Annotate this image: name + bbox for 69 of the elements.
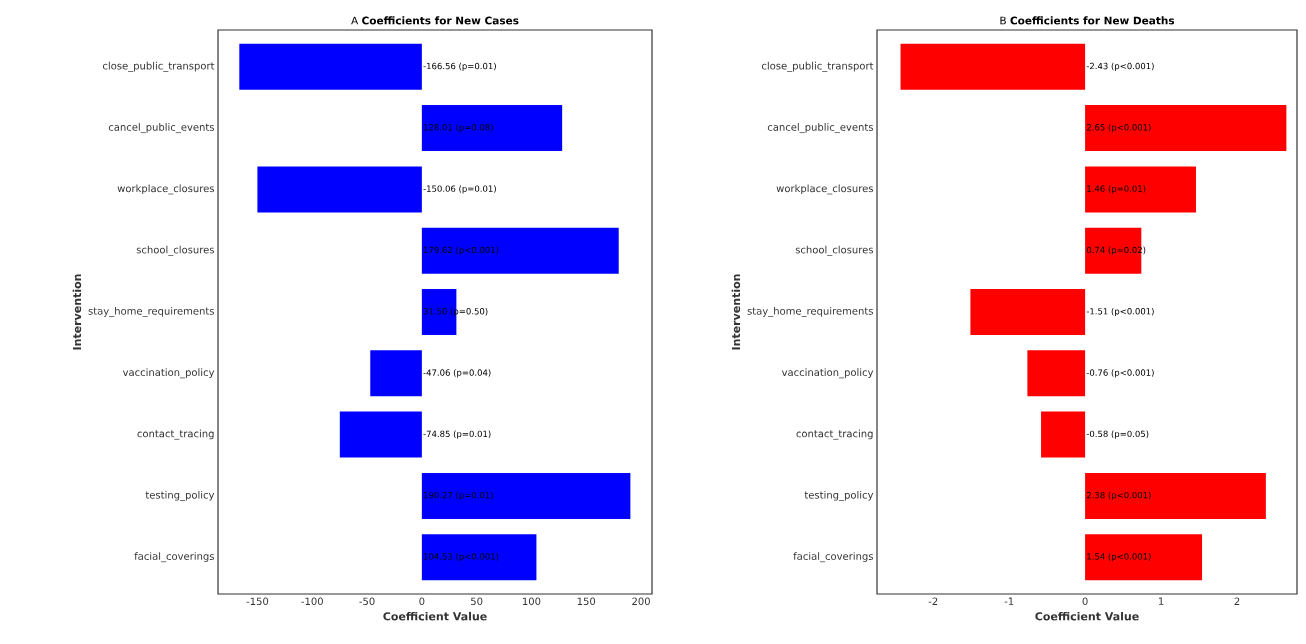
x-tick-label: 150 <box>577 597 596 606</box>
data-label: -166.56 (p=0.01) <box>423 62 496 71</box>
x-tick-label: -50 <box>359 597 375 606</box>
y-tick-label: workplace_closures <box>776 184 873 195</box>
bar <box>421 472 631 519</box>
chart-title: B Coefficients for New Deaths <box>1000 16 1175 25</box>
data-label: 179.62 (p<0.001) <box>424 246 499 255</box>
data-label: 2.38 (p<0.001) <box>1086 491 1151 501</box>
y-tick-label: vaccination_policy <box>781 368 874 379</box>
x-tick-label: 100 <box>523 597 541 606</box>
data-label: -1.51 (p<0.001) <box>1086 307 1154 317</box>
y-tick-label: close_public_transport <box>102 61 215 72</box>
y-tick-label: testing_policy <box>145 490 215 501</box>
bar <box>900 43 1086 90</box>
y-tick-label: vaccination_policy <box>122 368 215 379</box>
y-tick-label: stay_home_requirements <box>88 307 214 317</box>
y-tick-label: facial_coverings <box>134 552 214 563</box>
y-tick-label: close_public_transport <box>761 61 874 72</box>
data-label: 104.53 (p<0.001) <box>424 553 499 562</box>
bar <box>970 289 1086 335</box>
y-tick-label: school_closures <box>136 245 215 256</box>
y-tick-label: testing_policy <box>804 490 874 501</box>
data-label: 190.27 (p=0.01) <box>424 491 493 501</box>
x-tick-label: 200 <box>632 597 650 606</box>
data-label: -150.06 (p=0.01) <box>423 185 496 194</box>
bar <box>1085 534 1203 581</box>
bar <box>1085 166 1196 213</box>
bar <box>421 105 563 152</box>
y-axis-title: Intervention <box>72 274 82 350</box>
x-tick-label: 50 <box>471 597 483 606</box>
bar <box>1085 105 1287 152</box>
x-tick-label: -1 <box>1004 597 1014 605</box>
data-label: -2.43 (p<0.001) <box>1086 62 1154 71</box>
bar <box>257 166 422 213</box>
bar <box>421 534 537 581</box>
bar <box>421 227 619 274</box>
bar <box>339 411 422 458</box>
bar <box>370 350 422 397</box>
bar <box>1085 472 1266 519</box>
x-tick-label: 1 <box>1158 597 1164 605</box>
y-tick-label: contact_tracing <box>796 429 873 440</box>
x-tick-label: 0 <box>1082 597 1088 606</box>
data-label: -0.58 (p=0.05) <box>1086 430 1149 439</box>
y-tick-label: school_closures <box>795 245 874 256</box>
data-label: 2.65 (p<0.001) <box>1086 123 1151 133</box>
x-axis-title: Coefficient Value <box>383 611 487 621</box>
data-label: 1.46 (p=0.01) <box>1087 185 1146 194</box>
x-tick-label: 0 <box>419 597 425 606</box>
data-label: -0.76 (p<0.001) <box>1086 369 1154 378</box>
x-tick-label: -150 <box>246 597 269 606</box>
y-tick-label: contact_tracing <box>137 429 214 440</box>
y-tick-label: cancel_public_events <box>108 123 214 134</box>
chart-title: A Coefficients for New Cases <box>351 16 519 25</box>
y-tick-label: workplace_closures <box>117 184 215 195</box>
bar <box>1041 411 1086 458</box>
bar <box>239 43 422 90</box>
data-label: 128.01 (p=0.08) <box>424 123 493 133</box>
x-tick-label: -100 <box>301 597 323 606</box>
x-axis-title: Coefficient Value <box>1035 611 1139 621</box>
y-tick-label: stay_home_requirements <box>747 307 873 317</box>
data-label: -47.06 (p=0.04) <box>423 369 491 378</box>
x-tick-label: 2 <box>1234 597 1240 605</box>
y-tick-label: facial_coverings <box>793 552 873 563</box>
y-tick-label: cancel_public_events <box>767 123 873 134</box>
data-label: 1.54 (p<0.001) <box>1087 553 1151 562</box>
x-tick-label: -2 <box>928 597 938 605</box>
data-label: -74.85 (p=0.01) <box>423 430 491 439</box>
y-axis-title: Intervention <box>731 274 741 350</box>
bar <box>1027 350 1086 397</box>
